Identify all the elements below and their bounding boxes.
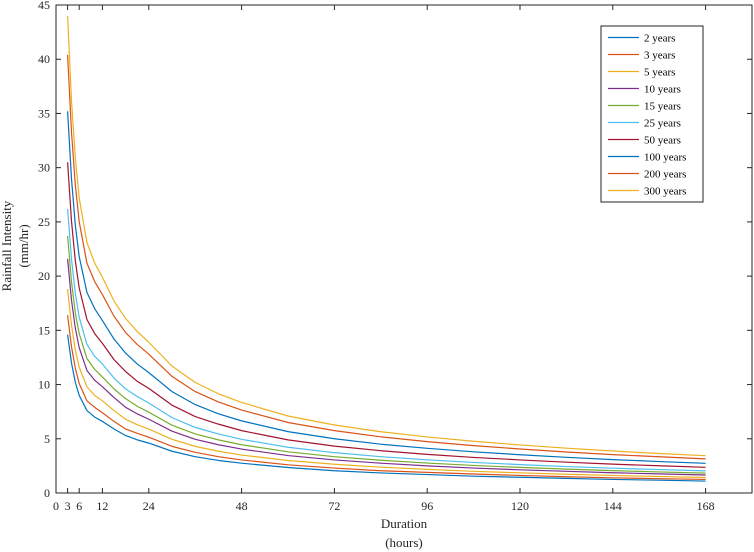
series-line-3-years (67, 315, 706, 481)
y-tick-label: 45 (38, 0, 50, 12)
legend-label: 2 years (644, 33, 675, 45)
y-axis-ticks: 0 5 10 15 20 25 30 35 40 45 (38, 0, 752, 500)
y-tick-label: 5 (44, 432, 50, 446)
y-tick-label: 25 (38, 215, 50, 229)
y-tick-label: 30 (38, 161, 50, 175)
y-tick-label: 35 (38, 106, 50, 120)
series-line-300-years (67, 15, 706, 457)
series-line-2-years (67, 334, 706, 482)
legend-label: 100 years (644, 152, 686, 164)
x-axis-ticks: 0 3 6 12 24 48 72 96 120 144 168 (53, 5, 715, 513)
x-tick-label: 3 (65, 499, 71, 513)
y-tick-label: 0 (44, 486, 50, 500)
x-tick-label: 144 (604, 499, 622, 513)
series-line-50-years (67, 162, 706, 468)
legend: 2 years 3 years 5 years 10 years 15 years 25 … (600, 25, 704, 203)
series-line-5-years (67, 289, 706, 479)
legend-label: 10 years (644, 84, 681, 96)
x-tick-label: 48 (236, 499, 248, 513)
y-tick-label: 15 (38, 323, 50, 337)
legend-label: 50 years (644, 135, 681, 147)
series-line-15-years (67, 235, 706, 474)
legend-label: 15 years (644, 101, 681, 113)
x-axis-unit-label: (hours) (385, 535, 423, 550)
x-tick-label: 12 (96, 499, 108, 513)
x-tick-label: 24 (143, 499, 155, 513)
legend-label: 3 years (644, 50, 675, 62)
x-tick-label: 0 (53, 499, 59, 513)
y-tick-label: 20 (38, 269, 50, 283)
x-tick-label: 6 (76, 499, 82, 513)
legend-label: 25 years (644, 118, 681, 130)
y-tick-label: 10 (38, 378, 50, 392)
series-layer (67, 15, 706, 482)
series-line-100-years (67, 111, 706, 464)
legend-label: 5 years (644, 67, 675, 79)
x-tick-label: 96 (421, 499, 433, 513)
legend-label: 200 years (644, 169, 686, 181)
x-tick-label: 72 (328, 499, 340, 513)
legend-label: 300 years (644, 186, 686, 198)
x-tick-label: 168 (697, 499, 715, 513)
x-tick-label: 120 (511, 499, 529, 513)
y-tick-label: 40 (38, 52, 50, 66)
axes-box (55, 4, 753, 494)
series-line-25-years (67, 208, 706, 472)
series-line-10-years (67, 258, 706, 476)
y-axis-label: Rainfall Intensity (0, 200, 14, 291)
legend-box (600, 25, 704, 203)
series-line-200-years (67, 54, 706, 460)
x-axis-label: Duration (381, 516, 428, 531)
y-axis-unit-label: (mm/hr) (16, 224, 31, 267)
